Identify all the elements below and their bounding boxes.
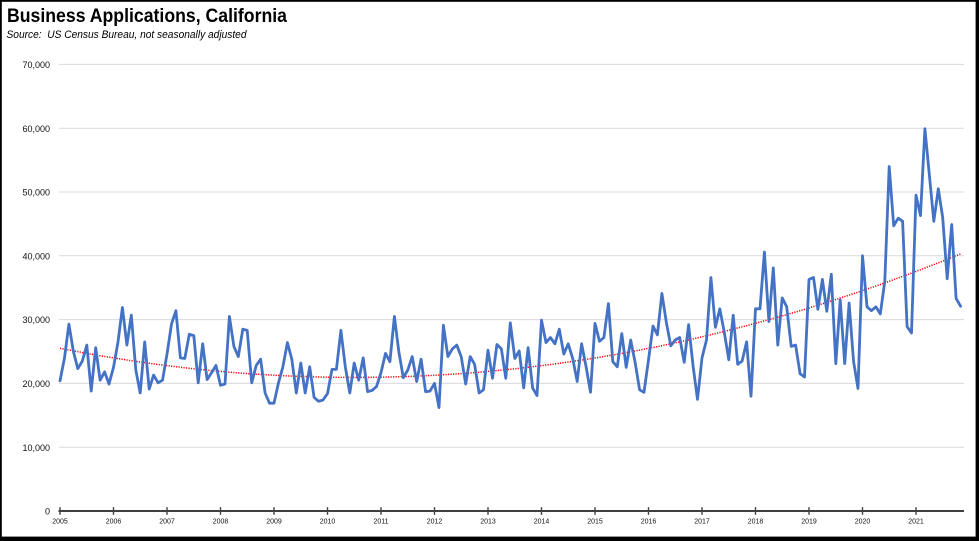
svg-text:2018: 2018 — [748, 519, 764, 526]
svg-text:Source: US Census Bureau, not: Source: US Census Bureau, not seasonally… — [7, 29, 248, 41]
svg-text:70,000: 70,000 — [22, 60, 50, 70]
svg-text:2010: 2010 — [320, 519, 336, 526]
svg-text:2005: 2005 — [52, 519, 68, 526]
svg-text:2019: 2019 — [801, 519, 817, 526]
svg-text:10,000: 10,000 — [22, 443, 50, 453]
svg-text:2012: 2012 — [427, 519, 443, 526]
svg-text:60,000: 60,000 — [22, 124, 50, 134]
svg-text:50,000: 50,000 — [22, 188, 50, 198]
svg-text:40,000: 40,000 — [22, 251, 50, 261]
svg-text:2021: 2021 — [908, 519, 924, 526]
svg-text:2015: 2015 — [587, 519, 603, 526]
svg-text:30,000: 30,000 — [22, 315, 50, 325]
svg-text:2017: 2017 — [694, 519, 710, 526]
svg-text:2008: 2008 — [213, 519, 229, 526]
svg-text:0: 0 — [45, 507, 50, 517]
svg-text:2020: 2020 — [855, 519, 871, 526]
svg-text:Business Applications, Califor: Business Applications, California — [7, 5, 287, 27]
svg-text:2014: 2014 — [534, 519, 550, 526]
svg-text:2013: 2013 — [480, 519, 496, 526]
svg-text:2016: 2016 — [641, 519, 657, 526]
svg-text:20,000: 20,000 — [22, 379, 50, 389]
svg-text:2006: 2006 — [106, 519, 122, 526]
svg-text:2011: 2011 — [373, 519, 388, 526]
svg-text:2007: 2007 — [159, 519, 175, 526]
svg-text:2009: 2009 — [266, 519, 282, 526]
